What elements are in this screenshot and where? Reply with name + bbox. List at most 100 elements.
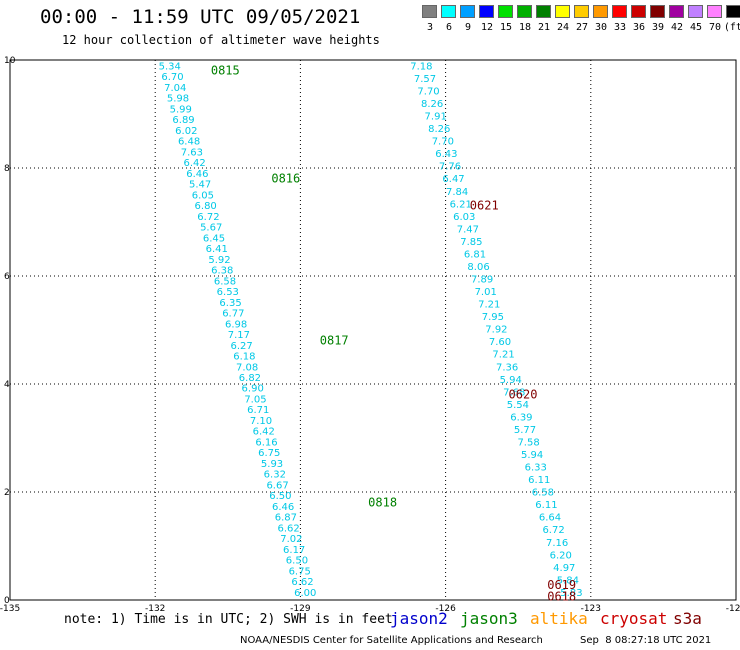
wave-height-point: 6.02	[175, 126, 197, 137]
wave-height-point: 7.60	[489, 337, 511, 348]
legend-label: 18	[518, 22, 532, 33]
y-tick-label: 6	[4, 272, 10, 282]
y-tick-label: 4	[4, 380, 10, 390]
wave-height-point: 7.63	[181, 147, 203, 158]
legend-swatch	[650, 5, 665, 18]
wave-height-point: 7.17	[228, 330, 250, 341]
wave-height-point: 7.04	[164, 83, 186, 94]
wave-height-point: 6.03	[453, 212, 475, 223]
wave-height-point: 7.18	[410, 61, 432, 72]
wave-height-point: 6.35	[219, 298, 241, 309]
wave-height-point: 6.45	[203, 233, 225, 244]
wave-height-point: 5.99	[170, 104, 192, 115]
pass-time-label: 0621	[470, 199, 499, 213]
legend-label: 33	[613, 22, 627, 33]
pass-time-label: 0618	[547, 590, 576, 604]
wave-height-point: 6.62	[278, 523, 300, 534]
legend-label: 3	[426, 22, 434, 33]
timestamp-text: Sep 8 08:27:18 UTC 2021	[580, 635, 712, 646]
wave-height-point: 6.17	[283, 545, 305, 556]
wave-height-point: 6.89	[172, 115, 194, 126]
pass-time-label: 0818	[368, 496, 397, 510]
wave-height-point: 5.94	[500, 375, 522, 386]
wave-height-point: 7.70	[432, 137, 454, 148]
wave-height-point: 7.01	[475, 287, 497, 298]
y-tick-label: 10	[4, 56, 16, 66]
wave-height-point: 6.05	[192, 190, 214, 201]
wave-height-point: 6.72	[197, 212, 219, 223]
legend-swatch	[441, 5, 456, 18]
satellite-cryosat: cryosat	[600, 609, 668, 628]
satellite-jason2: jason2	[390, 609, 448, 628]
wave-height-point: 7.89	[471, 275, 493, 286]
y-tick-label: 0	[4, 596, 10, 606]
wave-height-point: 7.84	[446, 187, 468, 198]
wave-height-point: 5.34	[159, 61, 181, 72]
wave-height-point: 6.42	[183, 158, 205, 169]
legend-swatch	[555, 5, 570, 18]
legend-label: 9	[464, 22, 472, 33]
satellite-altika: altika	[530, 609, 588, 628]
pass-time-label: 0815	[211, 64, 240, 78]
wave-height-point: 7.57	[414, 74, 436, 85]
legend-label: 24	[556, 22, 570, 33]
legend-swatch	[669, 5, 684, 18]
wave-height-point: 6.64	[539, 513, 561, 524]
wave-height-point: 6.11	[528, 475, 550, 486]
wave-height-point: 6.27	[230, 341, 252, 352]
legend-label: 70	[708, 22, 722, 33]
wave-height-point: 7.76	[439, 162, 461, 173]
legend-swatch	[422, 5, 437, 18]
y-tick-label: 8	[4, 164, 10, 174]
wave-height-point: 6.33	[525, 463, 547, 474]
page-title: 00:00 - 11:59 UTC 09/05/2021	[40, 6, 361, 28]
wave-height-point: 5.47	[189, 180, 211, 191]
wave-height-point: 6.16	[255, 437, 277, 448]
wave-height-point: 6.70	[161, 72, 183, 83]
wave-height-point: 6.72	[542, 525, 564, 536]
wave-height-point: 7.58	[517, 437, 539, 448]
wave-height-point: 5.83	[560, 588, 582, 599]
wave-height-point: 6.81	[464, 249, 486, 260]
legend-swatch	[517, 5, 532, 18]
satellite-jason3: jason3	[460, 609, 518, 628]
legend-swatch	[612, 5, 627, 18]
legend-label: 6	[445, 22, 453, 33]
wave-height-point: 5.98	[167, 94, 189, 105]
wave-height-point: 6.62	[291, 577, 313, 588]
pass-time-label: 0817	[320, 334, 349, 348]
wave-height-point: 7.91	[425, 112, 447, 123]
wave-height-point: 6.50	[269, 491, 291, 502]
wave-height-point: 6.11	[535, 500, 557, 511]
wave-height-point: 6.46	[186, 169, 208, 180]
wave-height-point: 6.71	[247, 405, 269, 416]
wave-height-point: 7.21	[492, 350, 514, 361]
wave-height-point: 7.02	[280, 534, 302, 545]
wave-height-point: 7.08	[236, 362, 258, 373]
x-tick-label: -129	[290, 604, 311, 614]
wave-height-point: 7.10	[250, 416, 272, 427]
wave-height-point: 6.00	[294, 588, 316, 599]
legend-swatch	[593, 5, 608, 18]
wave-height-point: 6.53	[217, 287, 239, 298]
wave-height-point: 6.41	[206, 244, 228, 255]
wave-height-point: 5.77	[514, 425, 536, 436]
credit-text: NOAA/NESDIS Center for Satellite Applica…	[240, 635, 543, 646]
x-tick-label: -123	[581, 604, 601, 614]
legend-swatch	[688, 5, 703, 18]
wave-height-point: 6.20	[550, 550, 572, 561]
plot-frame	[9, 59, 737, 601]
wave-height-point: 7.16	[546, 538, 568, 549]
wave-height-point: 6.32	[264, 470, 286, 481]
wave-height-point: 6.77	[222, 309, 244, 320]
legend-label: 42	[670, 22, 684, 33]
legend-label: 45	[689, 22, 703, 33]
legend-swatch	[498, 5, 513, 18]
wave-height-point: 7.21	[478, 300, 500, 311]
wave-height-point: 5.93	[261, 459, 283, 470]
wave-height-point: 6.47	[442, 174, 464, 185]
wave-height-point: 6.48	[178, 137, 200, 148]
x-tick-label: -132	[145, 604, 165, 614]
wave-height-point: 4.97	[553, 563, 575, 574]
